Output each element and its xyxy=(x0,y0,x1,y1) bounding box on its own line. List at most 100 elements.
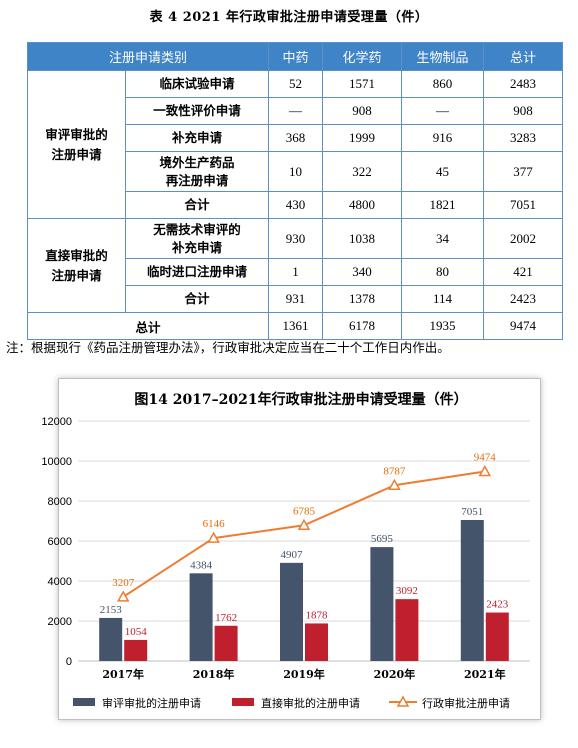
table-row: 临时进口注册申请 1 340 80 421 xyxy=(28,258,563,286)
y-tick-label: 0 xyxy=(66,656,72,668)
table-cell: 322 xyxy=(322,151,402,192)
legend-swatch xyxy=(73,698,95,706)
table-cell: 2483 xyxy=(483,70,563,98)
bar-data-label: 1762 xyxy=(215,612,237,624)
text-line: 一致性评价申请 xyxy=(153,103,241,118)
chart-frame xyxy=(58,378,541,720)
bar-data-label: 4907 xyxy=(281,549,304,561)
y-tick-label: 10000 xyxy=(41,456,72,468)
table-cell: 114 xyxy=(401,285,484,313)
table-row: 审评审批的 注册申请 临床试验申请 52 1571 860 2483 xyxy=(27,70,563,219)
bar xyxy=(280,562,303,661)
total-cell: 9474 xyxy=(483,312,563,340)
line-data-label: 6785 xyxy=(293,505,316,517)
bar xyxy=(214,625,238,661)
legend-label: 直接审批的注册申请 xyxy=(261,696,360,710)
bar xyxy=(395,599,419,661)
bar-data-label: 1054 xyxy=(125,626,148,638)
bar-data-label: 1878 xyxy=(306,609,329,621)
bar-data-label: 3092 xyxy=(396,585,418,597)
table-cell: 2002 xyxy=(483,218,563,259)
bar xyxy=(460,519,484,661)
y-tick-label: 2000 xyxy=(48,616,72,628)
table-cell: 340 xyxy=(322,258,402,286)
table-row: 直接审批的 注册申请 无需技术审评的 补充申请 930 1038 34 2002 xyxy=(27,218,563,313)
table-header-row: 注册申请类别 中药 化学药 生物制品 总计 xyxy=(27,42,563,71)
bar xyxy=(189,573,213,661)
table-note: 注：根据现行《药品注册管理办法》，行政审批决定应当在二十个工作日内作出。 xyxy=(6,340,450,355)
table-cell: 916 xyxy=(401,124,484,152)
table-cell: 430 xyxy=(268,191,323,219)
y-tick-label: 8000 xyxy=(48,496,72,508)
table-row: 补充申请 368 1999 916 3283 xyxy=(28,124,563,152)
total-cell: 6178 xyxy=(322,312,402,340)
bar-data-label: 4384 xyxy=(190,559,213,571)
line-point xyxy=(207,531,220,543)
bar xyxy=(485,612,509,661)
text-line: 临时进口注册申请 xyxy=(146,264,247,279)
row-label: 境外生产药品 再注册申请 xyxy=(125,151,269,192)
table-cell: 908 xyxy=(322,97,402,125)
bar-data-label: 2423 xyxy=(486,599,509,611)
line-point xyxy=(388,478,401,491)
row-label: 一致性评价申请 xyxy=(125,97,269,125)
x-tick-label: 2017年 xyxy=(102,667,144,681)
text-line: 合计 xyxy=(184,291,210,306)
text-line: 直接审批的 xyxy=(45,247,108,263)
legend-marker xyxy=(396,695,410,707)
header-biologic: 生物制品 xyxy=(401,42,484,71)
total-label: 总计 xyxy=(27,312,269,340)
table-cell: 1999 xyxy=(322,124,402,152)
legend-swatch xyxy=(232,698,254,706)
header-total: 总计 xyxy=(483,42,563,71)
row-label: 合计 xyxy=(125,285,269,313)
table-cell: 421 xyxy=(483,258,563,286)
table-row: 合计 430 4800 1821 7051 xyxy=(28,191,563,219)
group-label: 审评审批的 注册申请 xyxy=(27,70,126,219)
text-line: 无需技术审评的 xyxy=(153,221,241,237)
table-cell: 4800 xyxy=(322,191,402,219)
line-point xyxy=(297,518,311,531)
x-tick-label: 2020年 xyxy=(374,667,416,681)
row-label: 无需技术审评的 补充申请 xyxy=(125,218,269,259)
row-label: 合计 xyxy=(125,191,269,219)
line-point xyxy=(478,464,492,477)
table-cell: 860 xyxy=(401,70,484,98)
table-caption: 表 4 2021 年行政审批注册申请受理量（件） xyxy=(149,10,429,25)
table-cell: 1378 xyxy=(322,285,402,313)
row-label: 临床试验申请 xyxy=(125,70,269,98)
text-line: 合计 xyxy=(184,197,210,212)
text-line: 境外生产药品 xyxy=(159,154,235,170)
y-tick-label: 4000 xyxy=(48,576,72,588)
text-line: 临床试验申请 xyxy=(159,76,235,91)
header-chemical: 化学药 xyxy=(322,42,402,71)
bar xyxy=(305,623,328,661)
table-cell: 1038 xyxy=(322,218,402,259)
table-cell: 1821 xyxy=(401,191,484,219)
total-row: 总计 1361 6178 1935 9474 xyxy=(27,312,563,340)
text-line: 注册申请 xyxy=(51,146,102,162)
line-data-label: 9474 xyxy=(474,452,497,464)
bar xyxy=(99,617,123,661)
text-line: 补充申请 xyxy=(171,130,222,145)
text-line: 再注册申请 xyxy=(165,172,229,188)
table-cell: 3283 xyxy=(483,124,563,152)
bar xyxy=(370,547,394,661)
legend-label: 行政审批注册申请 xyxy=(422,696,510,710)
line-data-label: 3207 xyxy=(112,577,135,589)
x-tick-label: 2019年 xyxy=(283,667,325,681)
line-point xyxy=(116,590,130,602)
chart-title: 图14 2017–2021年行政审批注册申请受理量（件） xyxy=(134,391,467,408)
table-body: 审评审批的 注册申请 临床试验申请 52 1571 860 2483 一致性评价申请 —908—… xyxy=(27,70,563,340)
text-line: 补充申请 xyxy=(171,239,222,255)
line-data-label: 8787 xyxy=(383,465,406,477)
table-cell: — xyxy=(268,97,323,125)
x-tick-label: 2021年 xyxy=(464,667,506,681)
y-tick-label: 6000 xyxy=(48,536,72,548)
text-line: 审评审批的 xyxy=(45,126,108,142)
bar xyxy=(124,639,148,661)
table-cell: 7051 xyxy=(483,191,563,219)
text-line: 注册申请 xyxy=(51,267,102,283)
table-cell: 1571 xyxy=(322,70,402,98)
